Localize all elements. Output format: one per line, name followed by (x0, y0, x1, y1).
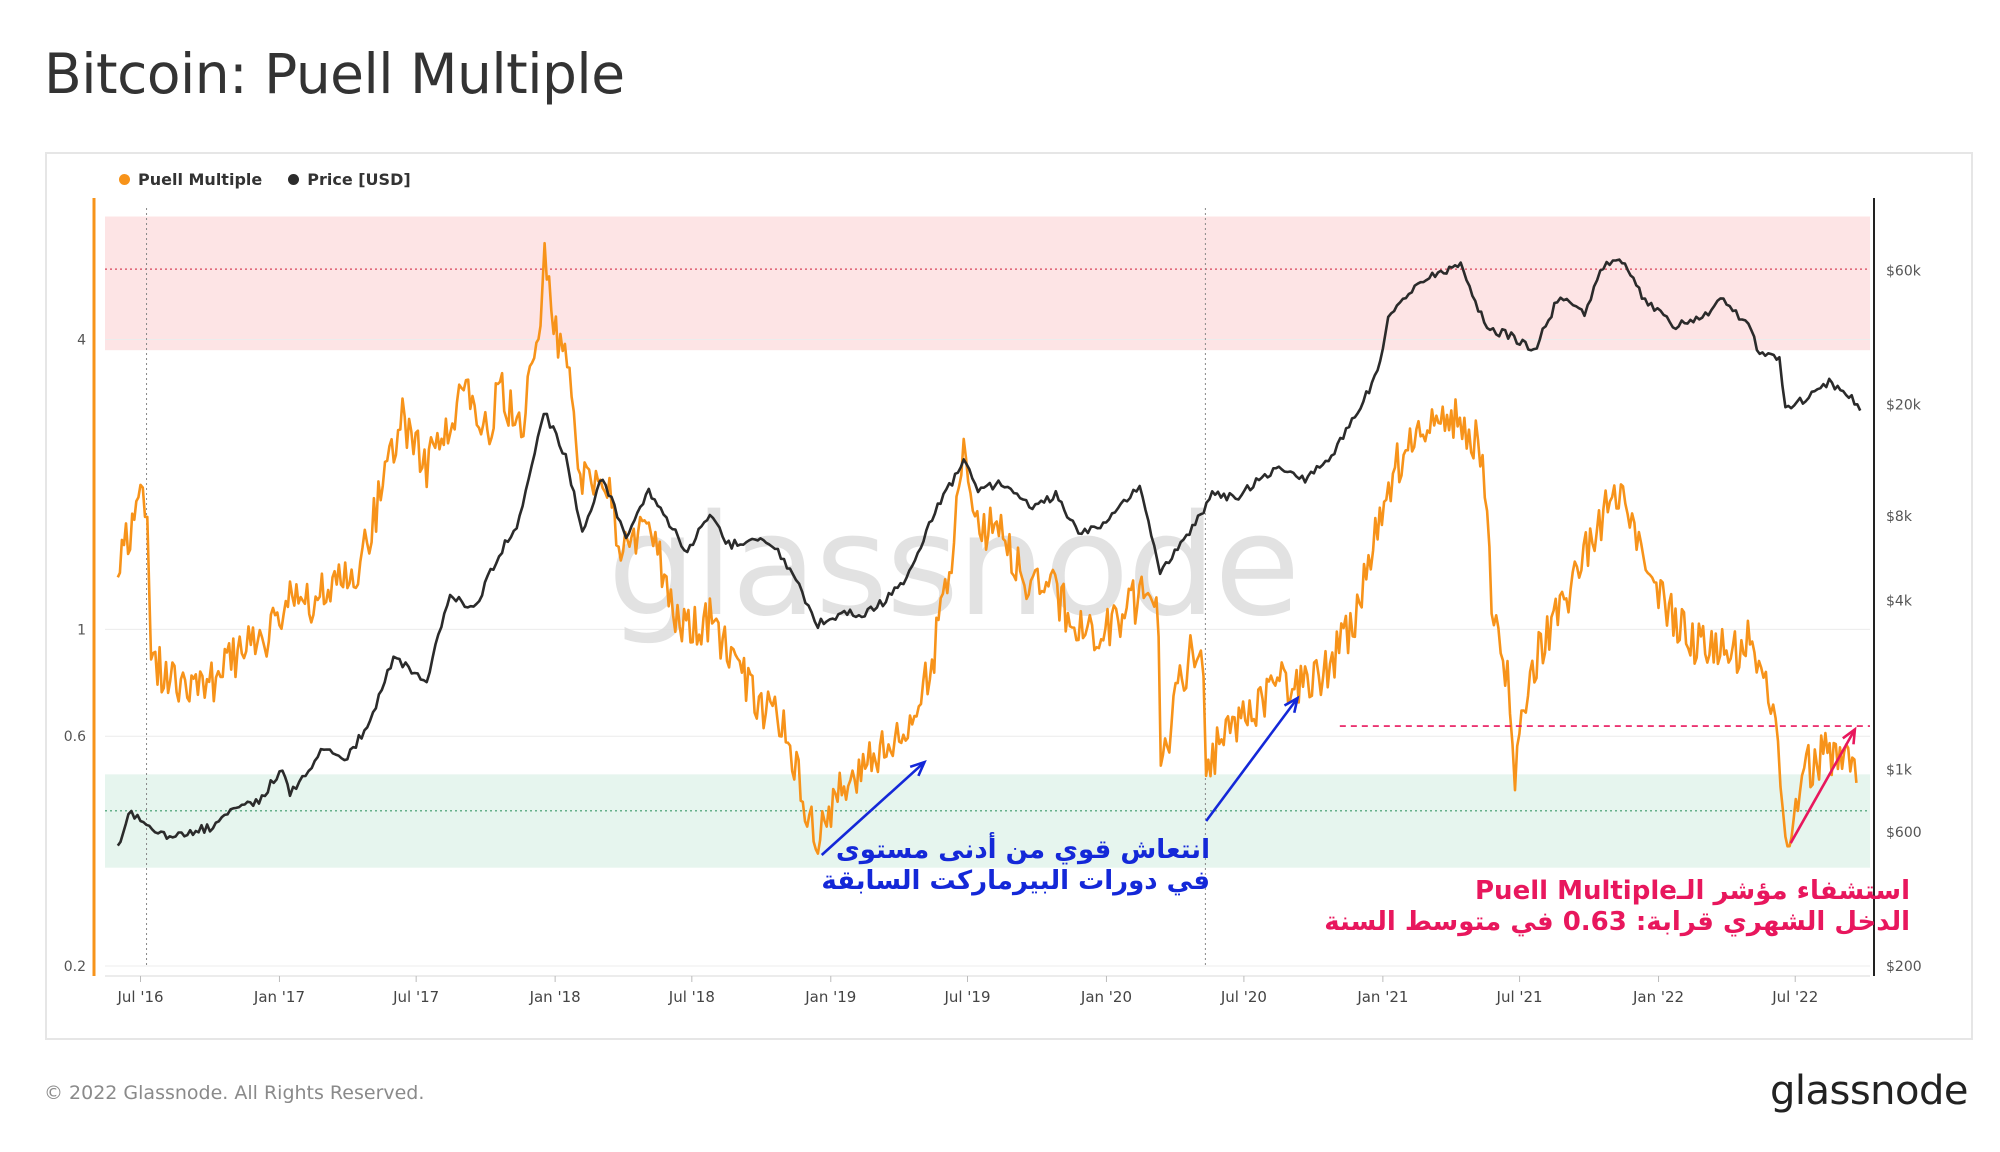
y-left-tick-label: 0.6 (64, 729, 86, 745)
footer-brand-logo[interactable]: glassnode (1769, 1068, 1969, 1114)
annotation-blue-line1: انتعاش قوي من أدنى مستوى (835, 835, 1210, 865)
y-right-tick-label: $1k (1886, 763, 1913, 779)
x-tick-label: Jul '18 (668, 988, 715, 1006)
legend-puell-label: Puell Multiple (138, 170, 263, 189)
legend-item-price[interactable]: Price [USD] (288, 170, 411, 189)
x-tick-label: Jan '20 (1080, 988, 1132, 1006)
series-line-puell-multiple (116, 241, 1858, 855)
y-left-tick-label: 1 (77, 622, 86, 638)
y-left-tick-label: 0.2 (64, 959, 86, 975)
x-tick-label: Jan '18 (529, 988, 581, 1006)
legend-price-dot (288, 174, 300, 185)
legend-item-puell[interactable]: Puell Multiple (119, 170, 262, 189)
y-right-tick-label: $600 (1886, 825, 1922, 841)
annotation-arrow-2020 (1205, 697, 1299, 822)
x-tick-label: Jan '21 (1356, 988, 1408, 1006)
x-tick-label: Jul '17 (392, 988, 439, 1006)
legend-price-label: Price [USD] (307, 170, 411, 189)
footer-copyright: © 2022 Glassnode. All Rights Reserved. (44, 1082, 425, 1104)
annotation-arrow-2022 (1789, 728, 1857, 844)
annotation-blue: انتعاش قوي من أدنى مستوى في دورات البيرم… (780, 835, 1210, 897)
legend-puell-dot (119, 174, 130, 185)
annotation-blue-line2: في دورات البيرماركت السابقة (821, 866, 1210, 897)
puell-multiple-chart: glassnode 4 1 0.6 0.2 $60k $20k $8k $4k $1k $600 $2… (64, 198, 1922, 1006)
annotation-arrow-2019 (820, 761, 926, 856)
annotation-arrow-2020-head (1283, 695, 1300, 714)
series-line-price-usd (116, 258, 1862, 847)
x-tick-label: Jan '17 (253, 988, 305, 1006)
x-tick-label: Jan '19 (804, 988, 856, 1006)
y-right-tick-label: $60k (1886, 263, 1922, 279)
x-tick-label: Jul '22 (1771, 988, 1818, 1006)
chart-legend: Puell Multiple Price [USD] (119, 170, 411, 189)
x-tick-label: Jul '20 (1220, 988, 1267, 1006)
annotation-pink: استشفاء مؤشر الـPuell Multiple الدخل الش… (1290, 876, 1910, 938)
y-right-tick-label: $200 (1886, 959, 1922, 975)
watermark-text: glassnode (608, 485, 1299, 648)
y-right-tick-label: $8k (1886, 509, 1913, 525)
annotation-arrow-2022-head (1842, 726, 1857, 745)
green-zone-band (105, 774, 1870, 868)
annotation-pink-line2: الدخل الشهري قرابة: 0.63 في متوسط السنة (1324, 907, 1910, 938)
y-right-tick-label: $4k (1886, 594, 1913, 610)
annotation-pink-line1: استشفاء مؤشر الـPuell Multiple (1475, 876, 1910, 906)
x-tick-label: Jul '16 (116, 988, 163, 1006)
red-zone-band (105, 216, 1870, 351)
annotation-arrow-2019-head (909, 760, 927, 777)
page-title: Bitcoin: Puell Multiple (44, 42, 625, 106)
y-right-tick-label: $20k (1886, 397, 1922, 413)
x-tick-label: Jul '21 (1496, 988, 1543, 1006)
chart-card: Puell Multiple Price [USD] glassnode 4 1 0.… (45, 152, 1973, 1040)
x-tick-label: Jul '19 (943, 988, 990, 1006)
y-left-tick-label: 4 (77, 332, 86, 348)
x-tick-label: Jan '22 (1632, 988, 1684, 1006)
